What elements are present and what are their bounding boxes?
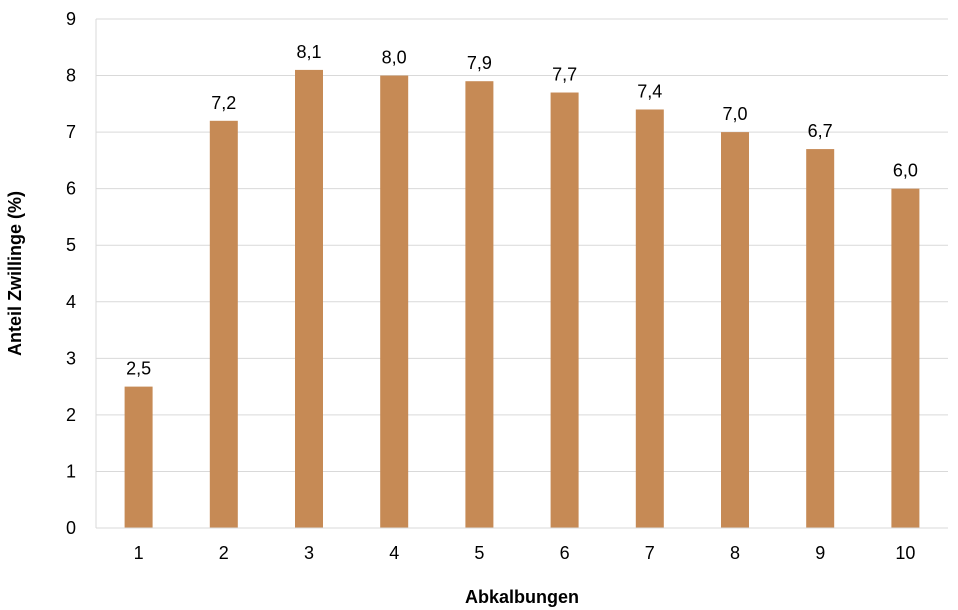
y-tick-label: 7 [66, 122, 76, 142]
x-tick-label: 10 [895, 543, 915, 563]
bar [380, 75, 409, 529]
x-tick-label: 4 [389, 543, 399, 563]
x-axis-ticks: 1 2 3 4 5 6 7 8 9 10 [134, 543, 916, 563]
bar [721, 132, 749, 528]
bar [891, 188, 920, 528]
y-tick-label: 8 [66, 66, 76, 86]
bar [465, 81, 494, 528]
bar [550, 92, 579, 529]
data-label: 7,2 [211, 93, 236, 113]
y-tick-label: 4 [66, 292, 76, 312]
x-tick-label: 5 [474, 543, 484, 563]
data-label: 8,1 [296, 42, 321, 62]
x-tick-label: 3 [304, 543, 314, 563]
data-label: 7,0 [722, 104, 747, 124]
bar [209, 120, 238, 529]
y-tick-label: 5 [66, 235, 76, 255]
bar [806, 149, 835, 529]
y-axis-ticks: 0 1 2 3 4 5 6 7 8 9 [66, 9, 76, 538]
x-tick-label: 2 [219, 543, 229, 563]
x-tick-label: 1 [134, 543, 144, 563]
x-tick-label: 7 [645, 543, 655, 563]
bar [635, 109, 664, 528]
y-axis-title: Anteil Zwillinge (%) [5, 191, 25, 356]
data-label: 2,5 [126, 359, 151, 379]
data-label: 8,0 [382, 48, 407, 68]
x-tick-label: 9 [815, 543, 825, 563]
bar [124, 386, 153, 528]
y-tick-label: 0 [66, 518, 76, 538]
x-axis-title: Abkalbungen [465, 587, 579, 607]
y-tick-label: 6 [66, 179, 76, 199]
data-label: 7,7 [552, 65, 577, 85]
data-label: 7,9 [467, 53, 492, 73]
y-tick-label: 9 [66, 9, 76, 29]
y-tick-label: 3 [66, 348, 76, 368]
data-label: 6,0 [893, 161, 918, 181]
data-label: 6,7 [808, 121, 833, 141]
data-label: 7,4 [637, 81, 662, 101]
x-tick-label: 6 [560, 543, 570, 563]
y-tick-label: 2 [66, 405, 76, 425]
gridlines [96, 18, 948, 472]
y-tick-label: 1 [66, 461, 76, 481]
bars [124, 69, 920, 529]
bar [295, 69, 323, 529]
x-tick-label: 8 [730, 543, 740, 563]
data-labels: 2,5 7,2 8,1 8,0 7,9 7,7 7,4 7,0 6,7 6,0 [126, 42, 918, 379]
